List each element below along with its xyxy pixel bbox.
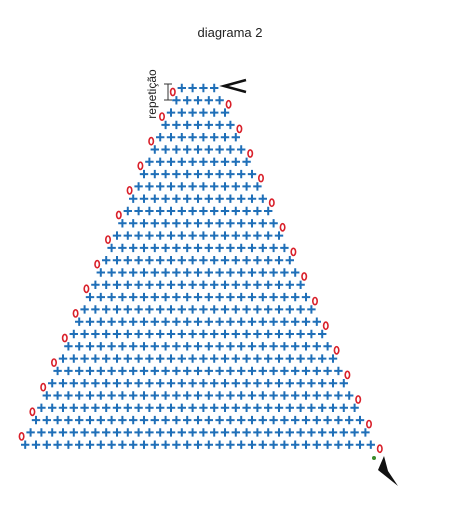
stitch-row (112, 231, 284, 240)
end-arrow (219, 78, 247, 94)
chain-stitch (290, 247, 297, 257)
stitch-row (53, 366, 343, 376)
chain-stitch (29, 407, 36, 417)
stitch-row (166, 108, 230, 117)
chain-stitch (268, 198, 275, 208)
stitch-row (172, 96, 224, 105)
chain-stitch (50, 358, 57, 367)
stitch-row (31, 415, 365, 425)
chain-stitch (279, 222, 286, 232)
chain-stitch (247, 149, 254, 158)
diagram-title: diagrama 2 (197, 25, 262, 40)
chain-stitch (83, 284, 90, 294)
chain-stitch (94, 259, 101, 269)
stitch-row (145, 157, 251, 166)
stitch-row (37, 403, 359, 412)
stitch-row (91, 280, 305, 289)
stitches (18, 83, 383, 454)
repeat-bracket (164, 83, 172, 101)
chain-stitch (333, 345, 340, 355)
stitch-row (75, 317, 321, 326)
stitch-row (69, 329, 327, 339)
stitch-row (134, 182, 262, 191)
chain-stitch (169, 87, 176, 97)
chain-stitch (365, 419, 372, 429)
chain-stitch (301, 272, 308, 281)
stitch-row (102, 256, 294, 265)
chain-stitch (126, 185, 133, 195)
stitch-row (150, 145, 246, 154)
stitch-row (156, 133, 240, 142)
stitch-row (107, 243, 289, 253)
chain-stitch (18, 431, 25, 441)
stitch-row (48, 379, 348, 388)
stitch-row (26, 428, 370, 437)
stitch-row (85, 292, 311, 302)
stitch-row (139, 169, 257, 179)
stitch-row (96, 268, 300, 277)
stitch-row (129, 194, 267, 203)
stitch-row (118, 219, 278, 228)
stitch-row (177, 83, 219, 93)
chain-stitch (257, 173, 264, 183)
stitch-row (123, 206, 273, 216)
stitch-row (58, 354, 338, 363)
start-dot (372, 456, 376, 460)
chain-stitch (159, 112, 166, 121)
chain-stitch (72, 308, 79, 318)
chain-stitch (148, 136, 155, 146)
chain-stitch (105, 235, 112, 244)
stitch-row (42, 391, 354, 400)
chain-stitch (115, 210, 122, 220)
chain-stitch (355, 395, 362, 404)
stitch-row (21, 440, 375, 449)
chain-stitch (236, 124, 243, 134)
stitch-row (161, 120, 235, 130)
stitch-row (64, 342, 332, 351)
stitch-row (80, 305, 316, 314)
chain-stitch (311, 296, 318, 306)
start-arrow (378, 456, 398, 486)
chain-stitch (376, 444, 383, 454)
chain-stitch (40, 382, 47, 392)
chain-stitch (225, 99, 232, 109)
chain-stitch (344, 370, 351, 380)
chain-stitch (137, 161, 144, 171)
repeat-label: repetição (145, 69, 159, 119)
chain-stitch (322, 321, 329, 331)
chain-stitch (61, 333, 68, 343)
